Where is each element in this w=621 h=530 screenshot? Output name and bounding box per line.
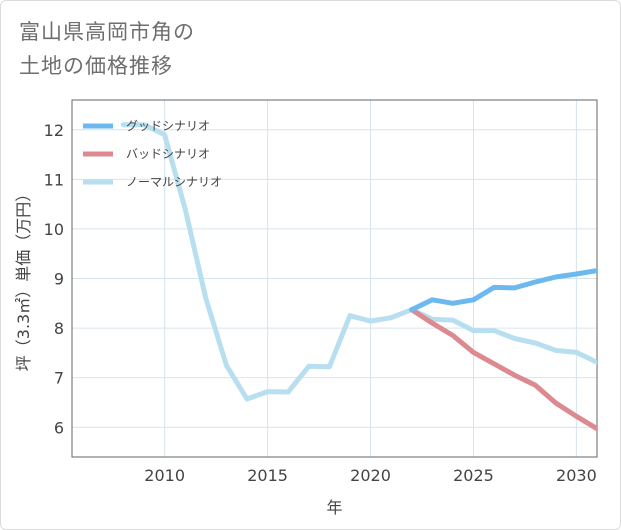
y-tick-label: 6	[54, 418, 64, 437]
y-tick-label: 8	[54, 319, 64, 338]
y-tick-label: 10	[44, 220, 64, 239]
x-tick-label: 2020	[350, 466, 391, 485]
series-line-2	[409, 307, 597, 432]
y-tick-label: 9	[54, 270, 64, 289]
x-tick-label: 2015	[247, 466, 288, 485]
x-tick-label: 2030	[556, 466, 597, 485]
tick-labels: 2010 2015 2020 2025 2030 6 7 8 9 10 11 12	[44, 121, 597, 485]
y-tick-label: 11	[44, 170, 64, 189]
plot-frame	[71, 99, 598, 458]
x-tick-label: 2010	[144, 466, 185, 485]
series-layer	[121, 122, 597, 432]
chart-title-line-1: 富山県高岡市角の	[19, 20, 195, 44]
legend-label: ノーマルシナリオ	[126, 175, 222, 189]
series-line-3	[121, 122, 597, 402]
chart-title-line-2: 土地の価格推移	[19, 54, 173, 78]
legend-label: バッドシナリオ	[126, 147, 210, 161]
y-axis-title: 坪（3.3㎡）単価（万円）	[14, 186, 33, 371]
x-tick-label: 2025	[453, 466, 494, 485]
chart-title: 富山県高岡市角の 土地の価格推移	[19, 15, 195, 83]
x-axis-title: 年	[326, 498, 342, 517]
y-tick-label: 7	[54, 369, 64, 388]
legend-label: グッドシナリオ	[126, 119, 210, 133]
series-line-1	[409, 268, 597, 313]
y-tick-label: 12	[44, 121, 64, 140]
grid-lines	[72, 100, 597, 457]
